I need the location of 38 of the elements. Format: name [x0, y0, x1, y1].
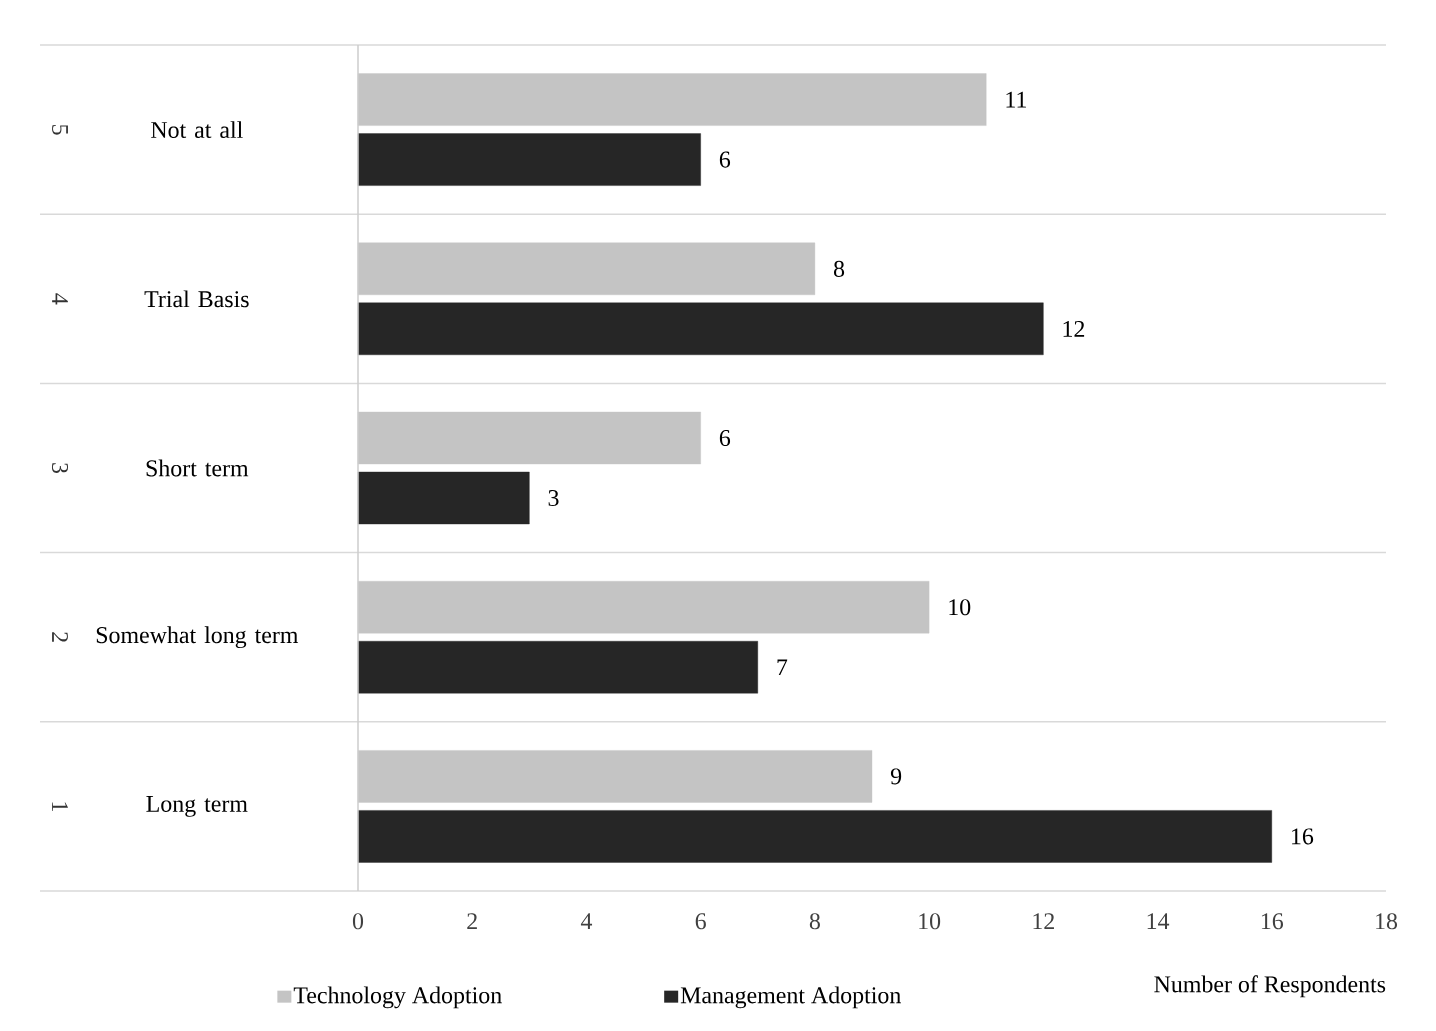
data-label: 11	[1006, 91, 1026, 108]
x-tick-label: 12	[1033, 913, 1054, 930]
y-tick-label: Trial Basis	[144, 290, 249, 308]
text: 3	[51, 463, 69, 474]
x-tick-label: 16	[1261, 913, 1284, 930]
text: 4	[52, 293, 68, 305]
legend-label: Management Adoption	[680, 986, 901, 1009]
y-tick-label: Somewhat long term	[96, 626, 299, 649]
data-label: 8	[833, 260, 845, 277]
x-tick-label: 14	[1147, 913, 1170, 929]
x-tick-label: 18	[1376, 913, 1398, 930]
text: 2	[52, 632, 68, 642]
text: 1	[52, 802, 68, 811]
bar	[357, 133, 701, 186]
data-label: 9	[890, 768, 902, 785]
x-tick-label: 8	[809, 913, 820, 930]
data-label: 10	[949, 599, 971, 616]
bar	[357, 471, 530, 525]
data-label: 7	[777, 659, 788, 676]
bar	[357, 302, 1044, 356]
x-tick-label: 4	[580, 913, 593, 929]
bar	[357, 810, 1272, 863]
x-tick-label: 6	[695, 913, 706, 930]
data-label: 16	[1292, 828, 1314, 845]
y-tick-label: Not at all	[151, 121, 243, 139]
data-label: 3	[548, 489, 559, 507]
y-tick-label: Long term	[146, 796, 248, 817]
bar	[357, 641, 758, 694]
x-tick-label: 2	[467, 913, 477, 930]
x-tick-label: 0	[352, 913, 364, 930]
x-axis-title: Number of Respondents	[1154, 975, 1386, 998]
legend-label: Technology Adoption	[293, 986, 502, 1009]
data-label: 12	[1063, 320, 1085, 337]
text: 5	[52, 125, 68, 135]
x-tick-label: 10	[919, 913, 941, 930]
data-label: 6	[719, 429, 731, 447]
data-label: 6	[719, 151, 731, 168]
y-tick-label: Short term	[146, 459, 249, 477]
